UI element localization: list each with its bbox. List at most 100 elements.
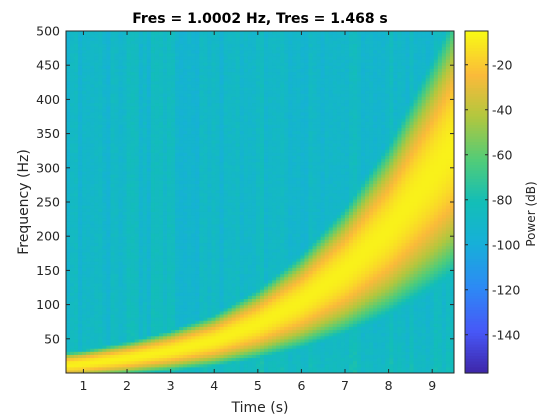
heatmap-cell: [146, 149, 152, 153]
heatmap-cell: [142, 248, 148, 253]
heatmap-cell: [114, 245, 120, 250]
heatmap-cell: [114, 83, 120, 88]
heatmap-cell: [74, 139, 79, 144]
heatmap-cell: [114, 317, 120, 321]
heatmap-cell: [134, 211, 140, 216]
heatmap-cell: [98, 360, 103, 365]
heatmap-cell: [146, 236, 152, 240]
heatmap-cell: [74, 276, 79, 281]
heatmap-cell: [130, 62, 136, 66]
heatmap-cell: [142, 189, 148, 194]
heatmap-cell: [130, 248, 136, 253]
heatmap-cell: [134, 62, 140, 66]
heatmap-cell: [94, 34, 99, 38]
heatmap-cell: [126, 111, 132, 116]
heatmap-cell: [146, 105, 152, 110]
heatmap-cell: [78, 180, 83, 184]
heatmap-cell: [122, 77, 128, 82]
heatmap-cell: [106, 158, 112, 163]
heatmap-cell: [150, 317, 156, 321]
heatmap-cell: [94, 270, 99, 275]
heatmap-cell: [130, 183, 136, 188]
heatmap-cell: [138, 357, 144, 362]
heatmap-cell: [130, 195, 136, 200]
heatmap-cell: [118, 55, 124, 60]
heatmap-cell: [126, 80, 132, 85]
heatmap-cell: [98, 49, 103, 54]
heatmap-cell: [94, 127, 99, 132]
heatmap-cell: [118, 136, 124, 141]
heatmap-cell: [86, 273, 91, 278]
heatmap-cell: [142, 307, 148, 312]
heatmap-cell: [90, 345, 95, 349]
heatmap-cell: [86, 180, 91, 184]
heatmap-cell: [102, 211, 108, 216]
heatmap-cell: [102, 236, 108, 240]
heatmap-cell: [94, 317, 99, 321]
heatmap-cell: [78, 133, 83, 138]
heatmap-cell: [142, 108, 148, 113]
heatmap-cell: [138, 317, 144, 321]
heatmap-cell: [106, 43, 112, 48]
heatmap-cell: [114, 74, 120, 79]
heatmap-cell: [106, 261, 112, 265]
heatmap-cell: [90, 335, 95, 340]
heatmap-cell: [118, 248, 124, 253]
heatmap-cell: [102, 77, 108, 82]
heatmap-cell: [70, 90, 75, 94]
heatmap-cell: [70, 80, 75, 85]
heatmap-cell: [134, 223, 140, 228]
heatmap-cell: [122, 164, 128, 169]
heatmap-cell: [70, 220, 75, 225]
heatmap-cell: [86, 189, 91, 194]
heatmap-cell: [171, 31, 176, 35]
heatmap-cell: [118, 208, 124, 212]
heatmap-cell: [142, 139, 148, 144]
heatmap-cell: [114, 205, 120, 209]
heatmap-cell: [130, 174, 136, 178]
heatmap-cell: [134, 83, 140, 88]
heatmap-cell: [98, 142, 103, 147]
heatmap-cell: [106, 74, 112, 79]
heatmap-cell: [74, 90, 79, 94]
heatmap-cell: [126, 108, 132, 113]
heatmap-cell: [134, 195, 140, 200]
heatmap-cell: [94, 118, 99, 122]
heatmap-cell: [122, 351, 128, 355]
heatmap-cell: [138, 149, 144, 153]
heatmap-cell: [98, 58, 103, 63]
heatmap-cell: [102, 34, 108, 38]
heatmap-cell: [102, 254, 108, 259]
heatmap-cell: [102, 133, 108, 138]
heatmap-cell: [126, 229, 132, 234]
heatmap-cell: [142, 270, 148, 275]
heatmap-cell: [150, 261, 156, 265]
heatmap-cell: [142, 170, 148, 175]
heatmap-cell: [122, 245, 128, 250]
heatmap-cell: [70, 270, 75, 275]
heatmap-cell: [102, 62, 108, 66]
heatmap-cell: [122, 267, 128, 271]
heatmap-cell: [98, 114, 103, 119]
heatmap-cell: [98, 133, 103, 138]
heatmap-cell: [130, 310, 136, 315]
heatmap-cell: [66, 58, 71, 63]
heatmap-cell: [74, 62, 79, 66]
heatmap-cell: [102, 313, 108, 318]
heatmap-cell: [114, 90, 120, 94]
heatmap-cell: [78, 317, 83, 321]
heatmap-cell: [134, 96, 140, 100]
heatmap-cell: [106, 208, 112, 212]
heatmap-cell: [122, 276, 128, 281]
heatmap-cell: [150, 58, 156, 63]
heatmap-cell: [110, 357, 116, 362]
heatmap-cell: [98, 189, 103, 194]
heatmap-cell: [130, 223, 136, 228]
heatmap-cell: [82, 363, 87, 368]
heatmap-cell: [110, 208, 116, 212]
heatmap-cell: [130, 323, 136, 327]
heatmap-cell: [146, 310, 152, 315]
heatmap-cell: [126, 68, 132, 73]
heatmap-cell: [118, 285, 124, 290]
heatmap-cell: [150, 239, 156, 244]
